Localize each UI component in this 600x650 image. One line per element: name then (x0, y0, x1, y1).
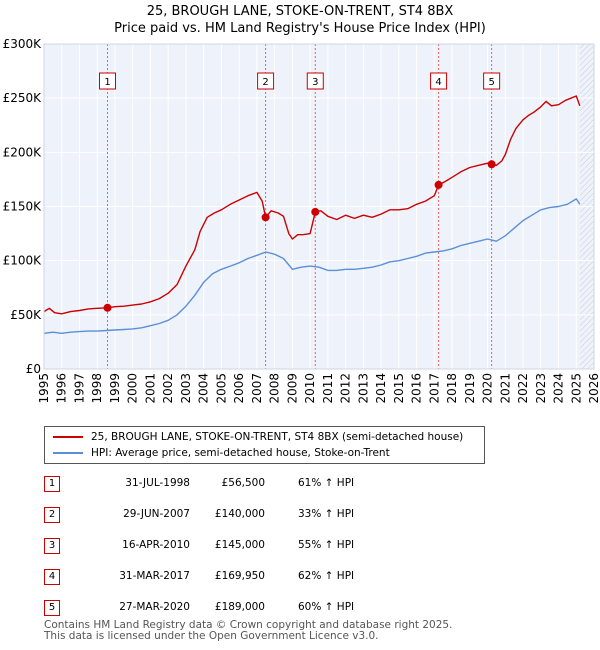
x-tick-label: 2002 (161, 373, 175, 404)
x-tick-label: 2021 (498, 373, 512, 404)
sale-point (434, 180, 443, 189)
legend-swatch-hpi (53, 452, 83, 454)
sale-price: £56,500 (221, 477, 265, 489)
x-tick-label: 2016 (410, 373, 424, 404)
sale-price: £140,000 (214, 508, 265, 520)
sale-row: 3 16-APR-2010 £145,000 55% ↑ HPI (0, 530, 600, 560)
sale-marker-box (99, 72, 117, 90)
legend-label-property: 25, BROUGH LANE, STOKE-ON-TRENT, ST4 8BX… (91, 431, 464, 443)
x-tick-label: 1998 (90, 373, 104, 404)
sale-hpi-change: 33% ↑ HPI (298, 508, 355, 520)
footer-licence: This data is licensed under the Open Gov… (44, 630, 379, 642)
legend-item-property: 25, BROUGH LANE, STOKE-ON-TRENT, ST4 8BX… (53, 429, 463, 445)
y-tick-label: £300K (3, 37, 43, 51)
y-tick-label: £50K (10, 308, 42, 322)
sale-hpi-change: 62% ↑ HPI (298, 570, 355, 582)
x-tick-label: 2007 (250, 373, 264, 404)
sale-row: 1 31-JUL-1998 £56,500 61% ↑ HPI (0, 468, 600, 498)
x-tick-label: 2004 (197, 373, 211, 404)
sale-number: 1 (44, 476, 60, 492)
x-tick-label: 1995 (37, 373, 51, 404)
x-tick-label: 2014 (374, 373, 388, 404)
sale-price: £145,000 (214, 539, 265, 551)
sale-price: £189,000 (214, 601, 265, 613)
sale-marker-box (306, 72, 324, 90)
sale-price: £169,950 (214, 570, 265, 582)
sale-point (261, 213, 270, 222)
chart-title: 25, BROUGH LANE, STOKE-ON-TRENT, ST4 8BX… (0, 3, 600, 37)
x-tick-label: 2018 (445, 373, 459, 404)
sale-point (487, 160, 496, 169)
sale-row: 5 27-MAR-2020 £189,000 60% ↑ HPI (0, 592, 600, 622)
x-tick-label: 2009 (285, 373, 299, 404)
x-tick-label: 2023 (534, 373, 548, 404)
x-tick-label: 2022 (516, 373, 530, 404)
x-tick-label: 2019 (463, 373, 477, 404)
sale-marker-label: 5 (488, 77, 494, 88)
sale-marker-label: 1 (104, 77, 110, 88)
x-tick-label: 1997 (72, 373, 86, 404)
sale-date: 31-JUL-1998 (125, 477, 190, 489)
sale-marker-label: 3 (312, 77, 318, 88)
sale-marker-box (430, 72, 448, 90)
y-tick-label: £250K (3, 91, 43, 105)
x-tick-label: 2008 (268, 373, 282, 404)
footer-copyright: Contains HM Land Registry data © Crown c… (44, 619, 453, 631)
sale-point (311, 207, 320, 216)
sale-hpi-change: 55% ↑ HPI (298, 539, 355, 551)
y-tick-label: £150K (3, 200, 43, 214)
sale-row: 4 31-MAR-2017 £169,950 62% ↑ HPI (0, 561, 600, 591)
y-tick-label: £200K (3, 145, 43, 159)
x-tick-label: 2005 (214, 373, 228, 404)
x-tick-label: 2012 (339, 373, 353, 404)
legend-swatch-property (53, 436, 83, 438)
y-tick-label: £100K (3, 254, 43, 268)
x-tick-label: 2010 (303, 373, 317, 404)
plot-border (43, 43, 595, 370)
footer: Contains HM Land Registry data © Crown c… (44, 620, 452, 642)
hpi-line (43, 198, 581, 334)
x-tick-label: 2017 (427, 373, 441, 404)
y-tick-label: £0 (26, 362, 41, 376)
sale-number: 2 (44, 507, 60, 523)
x-tick-label: 2001 (143, 373, 157, 404)
x-tick-label: 2003 (179, 373, 193, 404)
sale-marker-box (483, 72, 501, 90)
sale-marker-box (257, 72, 275, 90)
sale-number: 5 (44, 600, 60, 616)
chart-title-main: 25, BROUGH LANE, STOKE-ON-TRENT, ST4 8BX (146, 4, 454, 19)
x-tick-label: 1996 (55, 373, 69, 404)
x-tick-label: 2024 (552, 373, 566, 404)
x-tick-label: 2013 (356, 373, 370, 404)
sale-date: 16-APR-2010 (122, 539, 190, 551)
x-tick-label: 2025 (569, 373, 583, 404)
legend-item-hpi: HPI: Average price, semi-detached house,… (53, 445, 390, 461)
x-tick-label: 2006 (232, 373, 246, 404)
sale-hpi-change: 61% ↑ HPI (298, 477, 355, 489)
sale-date: 29-JUN-2007 (123, 508, 190, 520)
sale-number: 4 (44, 569, 60, 585)
x-tick-label: 1999 (108, 373, 122, 404)
x-tick-label: 2015 (392, 373, 406, 404)
x-tick-label: 2020 (481, 373, 495, 404)
legend-label-hpi: HPI: Average price, semi-detached house,… (91, 447, 390, 459)
chart-subtitle: Price paid vs. HM Land Registry's House … (114, 21, 486, 36)
sale-marker-label: 4 (435, 77, 441, 88)
sale-point (103, 303, 112, 312)
sale-row: 2 29-JUN-2007 £140,000 33% ↑ HPI (0, 499, 600, 529)
legend: 25, BROUGH LANE, STOKE-ON-TRENT, ST4 8BX… (44, 426, 485, 464)
sale-number: 3 (44, 538, 60, 554)
x-tick-label: 2011 (321, 373, 335, 404)
x-tick-label: 2000 (126, 373, 140, 404)
sale-hpi-change: 60% ↑ HPI (298, 601, 355, 613)
sale-date: 31-MAR-2017 (119, 570, 190, 582)
sale-date: 27-MAR-2020 (119, 601, 190, 613)
x-tick-label: 2026 (587, 373, 600, 404)
sale-marker-label: 2 (262, 77, 268, 88)
